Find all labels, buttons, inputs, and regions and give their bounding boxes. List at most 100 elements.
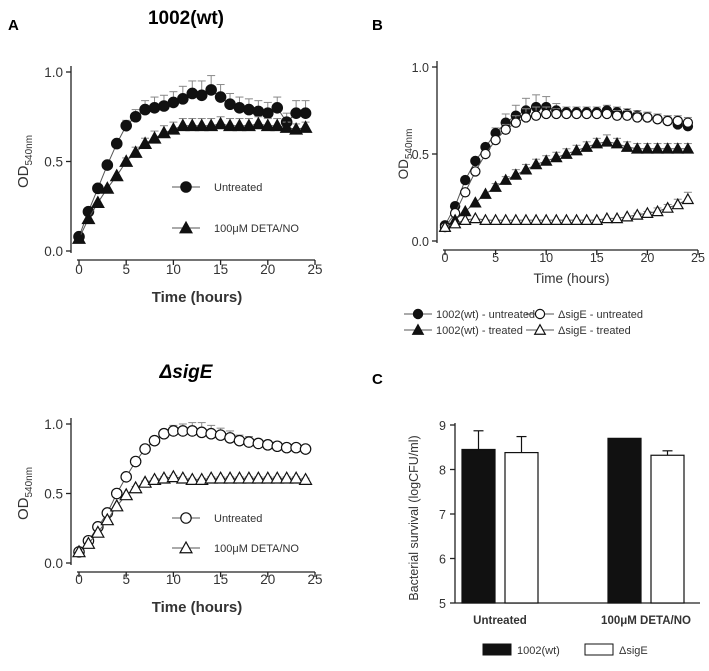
b-y-tick-label: 0.0 (412, 235, 429, 249)
data-point (194, 118, 209, 132)
data-point (129, 110, 142, 123)
panel-letter-c: C (372, 371, 383, 388)
panel-a-bottom-title: ΔsigE (159, 362, 214, 383)
b-x-tick-label: 20 (640, 251, 654, 265)
c-legend-item-1002-wt: 1002(wt) (482, 643, 560, 657)
a-top-x-tick-label: 20 (260, 262, 275, 277)
data-point (570, 213, 583, 225)
a-bottom-y-tick-label: 1.0 (44, 417, 63, 432)
data-point (652, 113, 663, 125)
b-series-sige-untreated (439, 106, 694, 233)
data-point (186, 87, 199, 100)
data-point (601, 108, 613, 120)
legend-marker (533, 323, 547, 335)
data-point (620, 210, 634, 222)
a-top-x-tick-label: 0 (75, 262, 83, 277)
data-point (252, 105, 265, 118)
b-legend-item-1002-wt-untreated: 1002(wt) - untreated (404, 308, 535, 321)
data-point (479, 187, 492, 199)
data-point (529, 157, 543, 170)
c-category-label: Untreated (473, 615, 527, 627)
a-bottom-y-axis-label: OD540nm (15, 467, 35, 520)
b-x-tick-label: 25 (691, 251, 705, 265)
data-point (204, 118, 219, 132)
data-point (671, 197, 685, 210)
c-y-tick-label: 6 (439, 553, 446, 567)
a-top-x-tick-label: 5 (122, 262, 130, 277)
data-point (600, 135, 614, 147)
data-point (490, 134, 501, 146)
data-point (243, 103, 255, 116)
data-point (224, 432, 236, 444)
data-point (195, 426, 208, 439)
data-point (458, 213, 472, 225)
b-y-axis-label: OD540nm (396, 129, 415, 180)
b-legend-item-sige-untreated: ΔsigE - untreated (526, 308, 643, 321)
data-point (232, 470, 247, 484)
data-point (270, 118, 285, 132)
data-point (469, 211, 482, 224)
data-point (109, 498, 124, 512)
b-y-tick-label: 0.5 (412, 148, 429, 162)
data-point (561, 108, 572, 120)
data-point (519, 163, 533, 175)
data-point (194, 472, 209, 485)
data-point (279, 470, 294, 484)
data-point (167, 96, 180, 109)
data-point (156, 125, 171, 139)
b-x-tick-label: 0 (442, 251, 449, 265)
data-point (252, 437, 265, 450)
legend-label: 100μM DETA/NO (214, 543, 299, 555)
panel-letter-b: B (372, 17, 383, 34)
data-point (290, 107, 302, 119)
data-point (500, 124, 511, 135)
a-bottom-x-tick-label: 5 (122, 572, 130, 587)
legend-label: Untreated (214, 513, 262, 525)
data-point (224, 98, 236, 111)
b-x-tick-label: 15 (590, 251, 604, 265)
legend-marker (179, 220, 193, 234)
data-point (509, 213, 523, 225)
data-point (148, 434, 161, 447)
chart-b: 0 5 10 15 20 25 0.0 0.5 1.0 Time (hours) OD540nm 10… (396, 61, 705, 337)
legend-label: ΔsigE (619, 645, 648, 657)
data-point (580, 140, 593, 152)
data-point (110, 487, 123, 500)
data-point (530, 110, 542, 121)
a-top-series-untreated (73, 75, 312, 243)
panel-a-top-title: 1002(wt) (148, 8, 224, 29)
data-point (81, 536, 96, 549)
b-y-tick-label: 1.0 (412, 61, 429, 75)
data-point (90, 195, 105, 209)
data-point (289, 470, 304, 484)
legend-swatch (482, 643, 512, 656)
data-point (480, 148, 491, 160)
data-point (270, 470, 285, 484)
b-line-1002-wt-untreated (444, 106, 688, 226)
data-point (529, 213, 543, 225)
a-bottom-legend-item-100-m-deta-no: 100μM DETA/NO (172, 540, 299, 555)
data-point (119, 154, 134, 167)
data-point (298, 120, 313, 133)
data-point (460, 187, 471, 198)
a-bottom-legend-item-untreated: Untreated (172, 512, 262, 525)
data-point (560, 213, 573, 225)
data-point (139, 443, 151, 455)
b-line-sige-untreated (444, 113, 688, 228)
data-point (580, 213, 593, 225)
data-point (100, 512, 115, 526)
data-point (214, 91, 227, 103)
data-point (299, 443, 312, 455)
a-top-x-tick-label: 15 (213, 262, 228, 277)
c-y-tick-label: 7 (439, 508, 446, 522)
a-bottom-y-tick-label: 0.5 (44, 487, 63, 502)
data-point (251, 116, 266, 130)
data-point (642, 112, 653, 123)
data-point (139, 103, 151, 116)
data-point (499, 213, 513, 225)
data-point (290, 441, 302, 454)
data-point (175, 470, 190, 484)
data-point (186, 425, 199, 437)
data-point (651, 204, 664, 217)
